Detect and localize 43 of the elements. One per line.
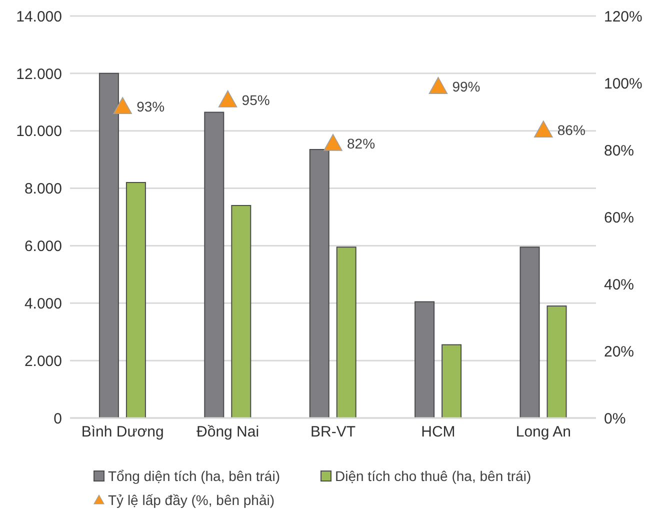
legend-label: Tỷ lệ lấp đầy (%, bên phải) [108, 492, 275, 508]
bar [414, 301, 435, 418]
data-label: 99% [452, 78, 480, 94]
bar [126, 182, 146, 418]
data-label: 86% [557, 122, 586, 138]
data-label: 95% [242, 92, 270, 108]
y-tick-label: 2.000 [24, 352, 62, 370]
point [113, 97, 132, 114]
y2-tick-label: 40% [604, 276, 634, 294]
y-tick-label: 6.000 [24, 238, 62, 256]
y2-tick-label: 120% [604, 8, 642, 26]
x-tick-label: BR-VT [310, 424, 356, 441]
y-tick-label: 10.000 [16, 123, 62, 140]
legend-label: Tổng diện tích (ha, bên trái) [108, 468, 280, 484]
y2-tick-label: 100% [604, 75, 642, 92]
y-tick-label: 8.000 [24, 180, 62, 198]
x-tick-label: Long An [516, 424, 571, 441]
bar [309, 149, 330, 418]
bar [336, 246, 356, 418]
y2-tick-label: 60% [604, 209, 634, 226]
x-tick-label: Đồng Nai [196, 424, 260, 441]
y-tick-label: 14.000 [16, 8, 62, 26]
y-tick-label: 12.000 [16, 66, 62, 83]
y-tick-label: 4.000 [24, 295, 62, 312]
x-tick-label: Bình Dương [81, 424, 164, 441]
y-tick-label: 0 [54, 410, 62, 428]
y2-tick-label: 80% [604, 142, 634, 160]
legend-label: Diện tích cho thuê (ha, bên trái) [335, 468, 532, 484]
bar [442, 344, 462, 418]
point [324, 134, 342, 151]
bar [520, 246, 540, 418]
data-label: 82% [347, 135, 376, 152]
data-label: 93% [136, 98, 165, 114]
bar [204, 112, 224, 418]
bar [231, 205, 252, 418]
bar [98, 72, 119, 418]
y2-tick-label: 0% [604, 410, 626, 428]
point [428, 76, 448, 94]
point [218, 90, 238, 108]
x-tick-label: HCM [421, 424, 456, 441]
point [534, 120, 553, 138]
y2-tick-label: 20% [604, 343, 634, 360]
bar [546, 306, 567, 418]
